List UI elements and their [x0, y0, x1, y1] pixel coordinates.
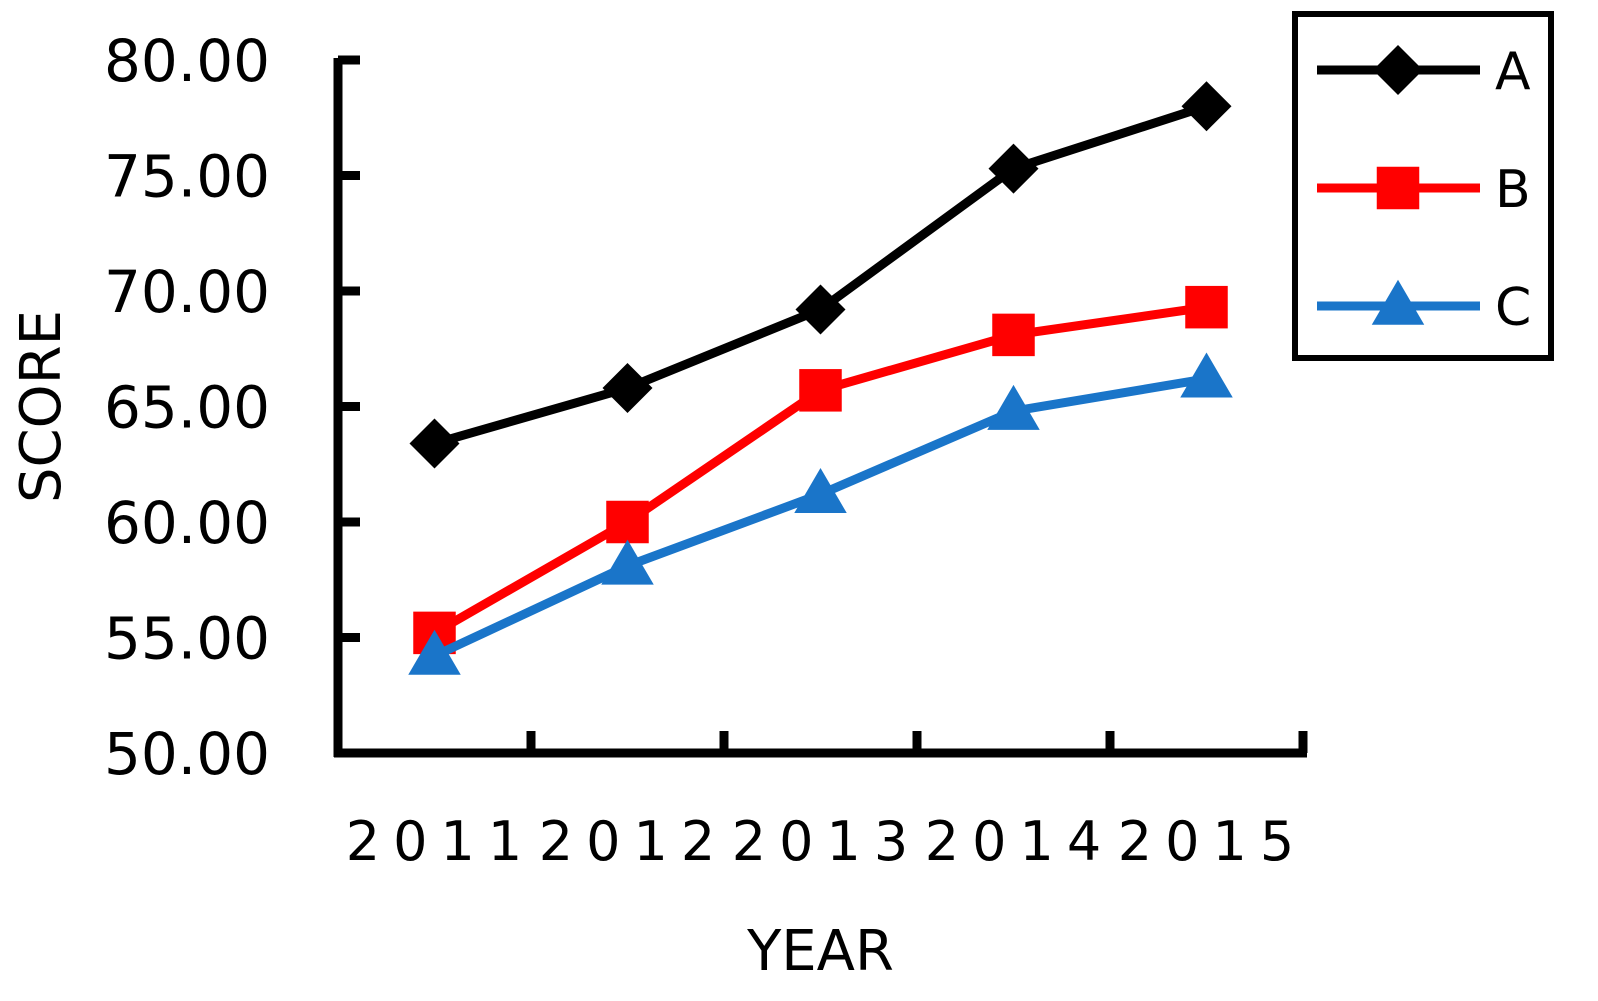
x-tick-label: 2015 — [1118, 810, 1307, 873]
data-point — [799, 369, 842, 412]
y-axis-title: SCORE — [9, 310, 74, 503]
series-group — [408, 81, 1233, 675]
data-point — [988, 143, 1039, 194]
y-tick-label: 75.00 — [104, 143, 270, 211]
legend-label: A — [1495, 42, 1531, 102]
series-B — [413, 285, 1228, 655]
data-point — [795, 284, 846, 335]
data-point — [794, 468, 847, 514]
series-A — [409, 81, 1232, 469]
data-point — [408, 629, 461, 675]
data-point — [1180, 352, 1233, 398]
y-tick-label: 65.00 — [104, 374, 270, 442]
legend-label: B — [1495, 160, 1531, 220]
legend-label: C — [1495, 278, 1531, 338]
x-axis-title: YEAR — [746, 919, 894, 984]
legend: ABC — [1292, 11, 1554, 361]
legend-item: A — [1317, 42, 1531, 102]
data-point — [409, 418, 460, 469]
legend-item: B — [1317, 160, 1531, 220]
legend-marker — [1373, 45, 1423, 95]
y-tick-label: 70.00 — [104, 258, 270, 326]
x-tick-label: 2012 — [539, 810, 728, 873]
legend-marker — [1376, 166, 1420, 210]
data-point — [987, 384, 1040, 430]
data-point — [602, 363, 653, 414]
x-tick-label: 2014 — [925, 810, 1114, 873]
data-point — [992, 313, 1035, 357]
y-tick-label: 55.00 — [104, 605, 270, 673]
y-tick-label: 50.00 — [104, 720, 270, 788]
y-tick-label: 60.00 — [104, 489, 270, 557]
data-point — [1181, 81, 1232, 132]
x-tick-label: 2011 — [346, 810, 535, 873]
series-C — [408, 352, 1233, 675]
data-point — [601, 539, 654, 585]
x-tick-label: 2013 — [732, 810, 921, 873]
data-point — [1185, 285, 1228, 329]
series-line — [432, 374, 1208, 661]
y-tick-label: 80.00 — [104, 27, 270, 95]
legend-item: C — [1317, 278, 1531, 338]
legend-marker — [1371, 279, 1425, 325]
data-point — [606, 500, 649, 544]
